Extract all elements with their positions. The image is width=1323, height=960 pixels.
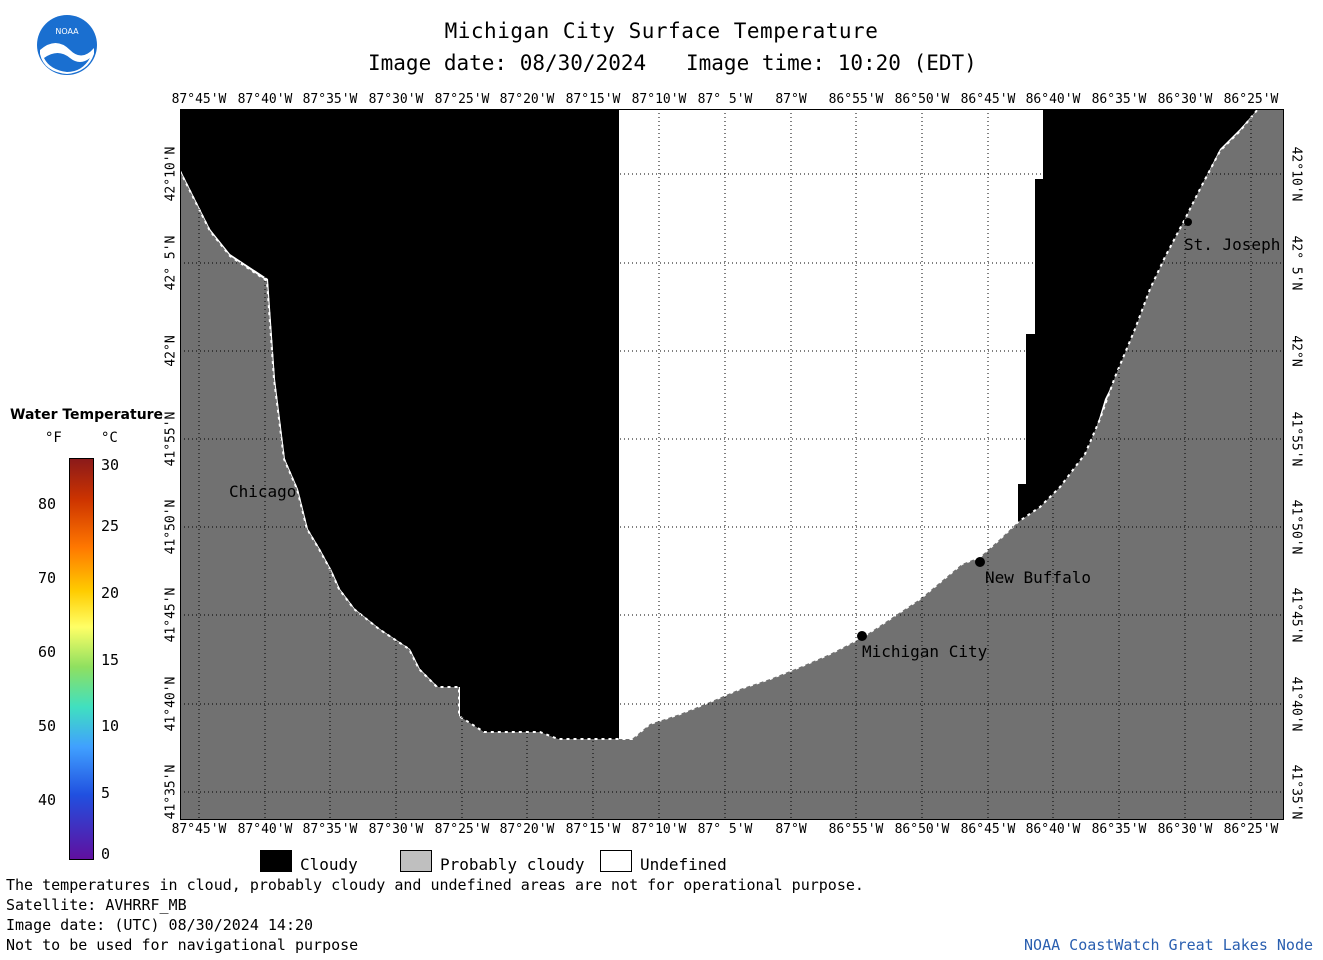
- footer-satellite: Satellite: AVHRRF_MB: [6, 896, 187, 914]
- colorbar-f-tick: 40: [38, 791, 57, 809]
- lat-tick-right: 41°45'N: [1288, 587, 1304, 643]
- noaa-logo: NOAA: [36, 14, 98, 76]
- legend-label-probably-cloudy: Probably cloudy: [440, 855, 585, 874]
- lon-tick-top: 86°55'W: [828, 92, 884, 107]
- map-area: [179, 108, 1284, 820]
- lon-tick-top: 86°30'W: [1157, 92, 1213, 107]
- map-title: Michigan City Surface Temperature: [444, 19, 879, 43]
- colorbar-unit-c: °C: [101, 430, 118, 446]
- map-frame: [180, 109, 1284, 820]
- graticule: [180, 109, 1284, 820]
- image-time: Image time: 10:20 (EDT): [686, 51, 977, 75]
- lon-tick-top: 86°45'W: [960, 92, 1016, 107]
- legend-label-cloudy: Cloudy: [300, 855, 358, 874]
- colorbar-c-tick: 30: [101, 456, 120, 474]
- lon-tick-top: 87°40'W: [237, 92, 293, 107]
- colorbar-f-tick: 70: [38, 569, 57, 587]
- lon-tick-top: 87°35'W: [302, 92, 358, 107]
- lon-tick-bottom: 87°45'W: [171, 822, 227, 837]
- lon-tick-bottom: 86°25'W: [1223, 822, 1279, 837]
- lon-tick-bottom: 87°W: [775, 822, 807, 837]
- legend-swatch-probably-cloudy: [400, 850, 432, 872]
- cloud-region-west: [180, 109, 619, 741]
- colorbar-f-tick: 50: [38, 717, 57, 735]
- lon-tick-bottom: 86°50'W: [894, 822, 950, 837]
- lon-tick-bottom: 87°30'W: [368, 822, 424, 837]
- lon-tick-bottom: 86°45'W: [960, 822, 1016, 837]
- image-date: Image date: 08/30/2024: [368, 51, 647, 75]
- city-label-michigan-city: Michigan City: [862, 642, 988, 661]
- michigan-city-marker: [857, 631, 867, 641]
- footer-disclaimer: The temperatures in cloud, probably clou…: [6, 876, 864, 894]
- lon-tick-top: 87°W: [775, 92, 807, 107]
- lon-tick-top: 87°45'W: [171, 92, 227, 107]
- lat-tick-right: 41°40'N: [1288, 676, 1304, 732]
- lat-tick-right: 42°N: [1288, 335, 1304, 367]
- new-buffalo-marker: [975, 557, 985, 567]
- lat-tick-right: 42°10'N: [1288, 146, 1304, 202]
- city-label-new-buffalo: New Buffalo: [985, 568, 1091, 587]
- lon-tick-bottom: 87°35'W: [302, 822, 358, 837]
- lon-tick-bottom: 87°15'W: [565, 822, 621, 837]
- lon-tick-top: 87°25'W: [434, 92, 490, 107]
- lat-tick-right: 41°50'N: [1288, 499, 1304, 555]
- city-label-chicago: Chicago: [229, 482, 297, 501]
- lon-tick-bottom: 86°30'W: [1157, 822, 1213, 837]
- lon-tick-top: 87°15'W: [565, 92, 621, 107]
- lat-tick-left: 41°55'N: [163, 411, 179, 467]
- colorbar: [69, 458, 94, 860]
- footer-utc-date: Image date: (UTC) 08/30/2024 14:20: [6, 916, 314, 934]
- city-label-st-joseph: St. Joseph: [1184, 235, 1281, 254]
- lat-tick-left: 41°35'N: [163, 764, 179, 820]
- colorbar-c-tick: 15: [101, 651, 120, 669]
- lon-tick-bottom: 87°20'W: [499, 822, 555, 837]
- lat-tick-right: 42° 5'N: [1288, 235, 1304, 291]
- lon-tick-top: 87°30'W: [368, 92, 424, 107]
- lat-tick-left: 41°50'N: [163, 499, 179, 555]
- colorbar-c-tick: 0: [101, 845, 111, 863]
- st-joseph-marker: [1184, 218, 1192, 226]
- lon-tick-bottom: 86°55'W: [828, 822, 884, 837]
- lon-tick-top: 87° 5'W: [697, 92, 753, 107]
- lat-tick-left: 41°45'N: [163, 587, 179, 643]
- lat-tick-right: 41°35'N: [1288, 764, 1304, 820]
- lon-tick-top: 87°20'W: [499, 92, 555, 107]
- shoreline: [179, 108, 1259, 740]
- lon-tick-bottom: 86°35'W: [1091, 822, 1147, 837]
- lon-tick-top: 86°40'W: [1025, 92, 1081, 107]
- legend-swatch-undefined: [600, 850, 632, 872]
- lon-tick-bottom: 87° 5'W: [697, 822, 753, 837]
- lon-tick-bottom: 87°10'W: [631, 822, 687, 837]
- legend-label-undefined: Undefined: [640, 855, 727, 874]
- colorbar-title: Water Temperature: [10, 407, 164, 423]
- lon-tick-top: 86°25'W: [1223, 92, 1279, 107]
- legend-swatch-cloudy: [260, 850, 292, 872]
- lon-tick-top: 86°35'W: [1091, 92, 1147, 107]
- footer-credit: NOAA CoastWatch Great Lakes Node: [1024, 936, 1313, 954]
- lat-tick-left: 42°10'N: [163, 146, 179, 202]
- lon-tick-top: 87°10'W: [631, 92, 687, 107]
- colorbar-c-tick: 5: [101, 784, 111, 802]
- lon-tick-top: 86°50'W: [894, 92, 950, 107]
- colorbar-c-tick: 20: [101, 584, 120, 602]
- logo-text: NOAA: [55, 27, 79, 36]
- colorbar-c-tick: 10: [101, 717, 120, 735]
- land-region: [180, 109, 1284, 820]
- colorbar-f-tick: 80: [38, 495, 57, 513]
- lon-tick-bottom: 87°25'W: [434, 822, 490, 837]
- colorbar-f-tick: 60: [38, 643, 57, 661]
- colorbar-unit-f: °F: [45, 430, 62, 446]
- cloud-region-east: [1018, 109, 1258, 524]
- lon-tick-bottom: 86°40'W: [1025, 822, 1081, 837]
- lat-tick-right: 41°55'N: [1288, 411, 1304, 467]
- lat-tick-left: 42°N: [163, 335, 179, 367]
- colorbar-c-tick: 25: [101, 517, 120, 535]
- lat-tick-left: 42° 5'N: [163, 235, 179, 291]
- lat-tick-left: 41°40'N: [163, 676, 179, 732]
- footer-navigation-warning: Not to be used for navigational purpose: [6, 936, 359, 954]
- lon-tick-bottom: 87°40'W: [237, 822, 293, 837]
- chicago-marker: [297, 473, 307, 483]
- map-svg: [179, 108, 1284, 820]
